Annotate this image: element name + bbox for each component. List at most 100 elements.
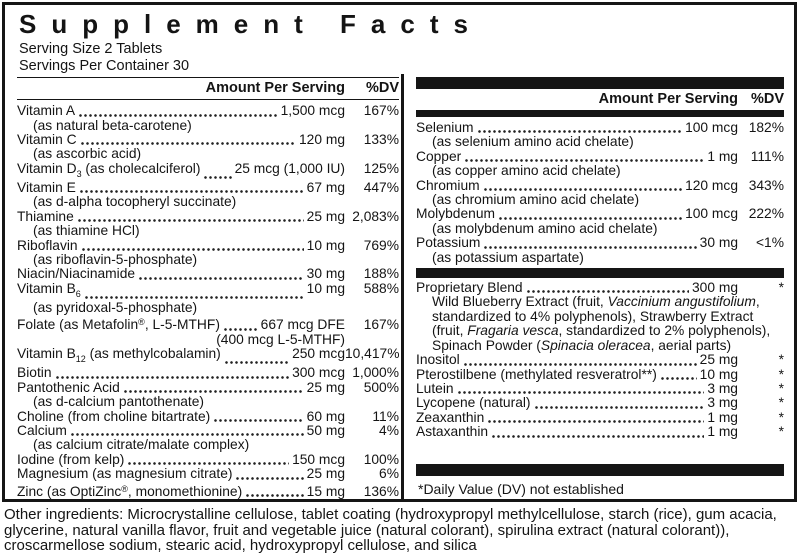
- nutrient-row: Vitamin A 1,500 mcg 167%: [17, 103, 399, 119]
- nutrient-amount: 120 mcg: [685, 177, 738, 193]
- dot-leader: [456, 381, 705, 397]
- nutrient-amount: 25 mg: [306, 208, 345, 224]
- nutrient-dv: 769%: [363, 237, 399, 253]
- divider-bar-thin: [416, 110, 784, 117]
- nutrient-row: Potassium 30 mg <1%: [416, 235, 784, 251]
- nutrient-dv: 10,417%: [345, 346, 400, 362]
- dot-leader: [464, 149, 705, 165]
- nutrient-row: Niacin/Niacinamide 30 mg 188%: [17, 266, 399, 282]
- dot-leader: [525, 281, 689, 296]
- nutrient-dv: 111%: [750, 148, 784, 164]
- supplement-facts-panel: Supplement Facts Serving Size 2 Tablets …: [2, 2, 797, 502]
- amount-header: Amount Per Serving: [205, 80, 345, 97]
- nutrient-row: Zeaxanthin 1 mg *: [416, 409, 784, 426]
- nutrient-source-text: (as d-calcium pantothenate): [33, 394, 205, 410]
- nutrient-name: Potassium: [416, 235, 481, 251]
- nutrient-name: Pterostilbene (methylated resveratrol**): [416, 366, 657, 382]
- nutrient-amount: 300 mg: [691, 280, 738, 296]
- registered-mark: ®: [121, 483, 128, 494]
- nutrient-name: Chromium: [416, 177, 480, 193]
- dot-leader: [127, 452, 290, 468]
- nutrient-source-text: (as potassium aspartate): [432, 249, 584, 265]
- nutrient-amount: 250 mcg: [292, 346, 345, 362]
- nutrient-source-text: (as chromium amino acid chelate): [432, 192, 640, 208]
- nutrient-dv: *: [778, 366, 784, 382]
- nutrient-row: Vitamin D3 (as cholecalciferol) 25 mcg (1…: [17, 160, 399, 181]
- nutrient-name: Lutein: [416, 380, 454, 396]
- divider-bar-thin: [17, 99, 399, 101]
- dv-header: %DV: [365, 80, 399, 97]
- mineral-rows: Selenium 100 mcg 182% (as selenium amino ac…: [416, 120, 784, 265]
- dot-leader: [498, 207, 683, 222]
- nutrient-name: Vitamin B12 (as methylcobalamin): [17, 346, 221, 364]
- nutrient-source: (as pyridoxal-5-phosphate): [17, 300, 399, 315]
- nutrient-amount: 667 mcg DFE: [260, 317, 345, 333]
- nutrient-dv: 11%: [372, 408, 399, 424]
- nutrient-row: Calcium 50 mg 4%: [17, 422, 399, 439]
- blend-description: Wild Blueberry Extract (fruit, Vaccinium…: [432, 294, 771, 353]
- nutrient-amount: 60 mg: [306, 408, 345, 424]
- nutrient-row: Pterostilbene (methylated resveratrol**)…: [416, 366, 784, 382]
- nutrient-amount: 3 mg: [707, 395, 738, 411]
- nutrient-source-text: (as calcium citrate/malate complex): [33, 437, 250, 453]
- nutrient-name: Proprietary Blend: [416, 280, 523, 296]
- nutrient-row: Vitamin B6 10 mg 588%: [17, 281, 399, 301]
- nutrient-amount: 50 mg: [306, 422, 345, 438]
- nutrient-row: Thiamine 25 mg 2,083%: [17, 208, 399, 225]
- nutrient-amount: 1 mg: [707, 148, 738, 164]
- nutrient-source: (as molybdenum amino acid chelate): [416, 221, 784, 236]
- nutrient-row: Vitamin E 67 mg 447%: [17, 179, 399, 196]
- nutrient-source-text: (as riboflavin-5-phosphate): [33, 252, 198, 267]
- other-ingredients: Other ingredients: Microcrystalline cell…: [4, 506, 777, 555]
- nutrient-row: Zinc (as OptiZinc®, monomethionine) 15 mg…: [17, 481, 399, 499]
- nutrient-amount: 1 mg: [707, 424, 738, 440]
- nutrient-name: Vitamin E: [17, 179, 76, 195]
- nutrient-source: (as ascorbic acid): [17, 146, 399, 161]
- nutrient-dv: 222%: [748, 206, 784, 222]
- nutrient-dv: 136%: [363, 483, 399, 499]
- nutrient-name: Niacin/Niacinamide: [17, 266, 136, 282]
- nutrient-dv: 100%: [363, 451, 399, 467]
- nutrient-dv: *: [778, 395, 784, 411]
- nutrient-amount: 100 mcg: [685, 206, 738, 222]
- divider-bar-thick: [17, 77, 399, 79]
- vertical-divider: [401, 74, 404, 499]
- nutrient-amount: 30 mg: [699, 235, 738, 251]
- nutrient-dv: *: [778, 380, 784, 396]
- nutrient-amount: 67 mg: [306, 179, 345, 195]
- nutrient-name: Zinc (as OptiZinc®, monomethionine): [17, 483, 243, 499]
- nutrient-amount: 1 mg: [707, 409, 738, 425]
- dot-leader: [203, 161, 232, 181]
- nutrient-row: Choline (from choline bitartrate) 60 mg 11…: [17, 408, 399, 424]
- nutrient-dv: 125%: [363, 160, 399, 176]
- dot-leader: [482, 178, 683, 194]
- nutrient-name: Selenium: [416, 120, 474, 135]
- nutrient-row: Molybdenum 100 mcg 222%: [416, 206, 784, 222]
- nutrient-dv: *: [778, 280, 784, 296]
- nutrient-name: Vitamin A: [17, 103, 76, 119]
- dot-leader: [487, 410, 705, 426]
- nutrient-dv: <1%: [756, 235, 784, 251]
- nutrient-name: Astaxanthin: [416, 424, 489, 440]
- dot-leader: [138, 267, 304, 282]
- dot-leader: [235, 467, 304, 482]
- nutrient-amount: 10 mg: [306, 237, 345, 253]
- nutrient-amount: 25 mg: [306, 466, 345, 482]
- nutrient-source: (as selenium amino acid chelate): [416, 134, 784, 149]
- nutrient-row: Biotin 300 mcg 1,000%: [17, 365, 399, 381]
- nutrient-amount: 3 mg: [707, 380, 738, 396]
- column-header: Amount Per Serving %DV: [416, 89, 784, 109]
- nutrient-dv: 6%: [379, 466, 399, 482]
- nutrient-source: (as riboflavin-5-phosphate): [17, 252, 399, 267]
- blend-rows: Proprietary Blend 300 mg * Wild Blueberry E…: [416, 280, 784, 440]
- continuation-text: (400 mcg L-5-MTHF): [216, 331, 345, 347]
- nutrient-name: Iodine (from kelp): [17, 451, 125, 467]
- nutrient-amount: 15 mg: [306, 483, 345, 499]
- dot-leader: [245, 481, 304, 499]
- panel-title: Supplement Facts: [19, 9, 483, 39]
- dot-leader: [78, 180, 304, 196]
- nutrient-name: Thiamine: [17, 208, 74, 224]
- facts-columns: Amount Per Serving %DV Vitamin A 1,500 mc…: [5, 74, 794, 499]
- servings-per-container: Servings Per Container 30: [19, 57, 190, 74]
- dot-leader: [223, 347, 290, 367]
